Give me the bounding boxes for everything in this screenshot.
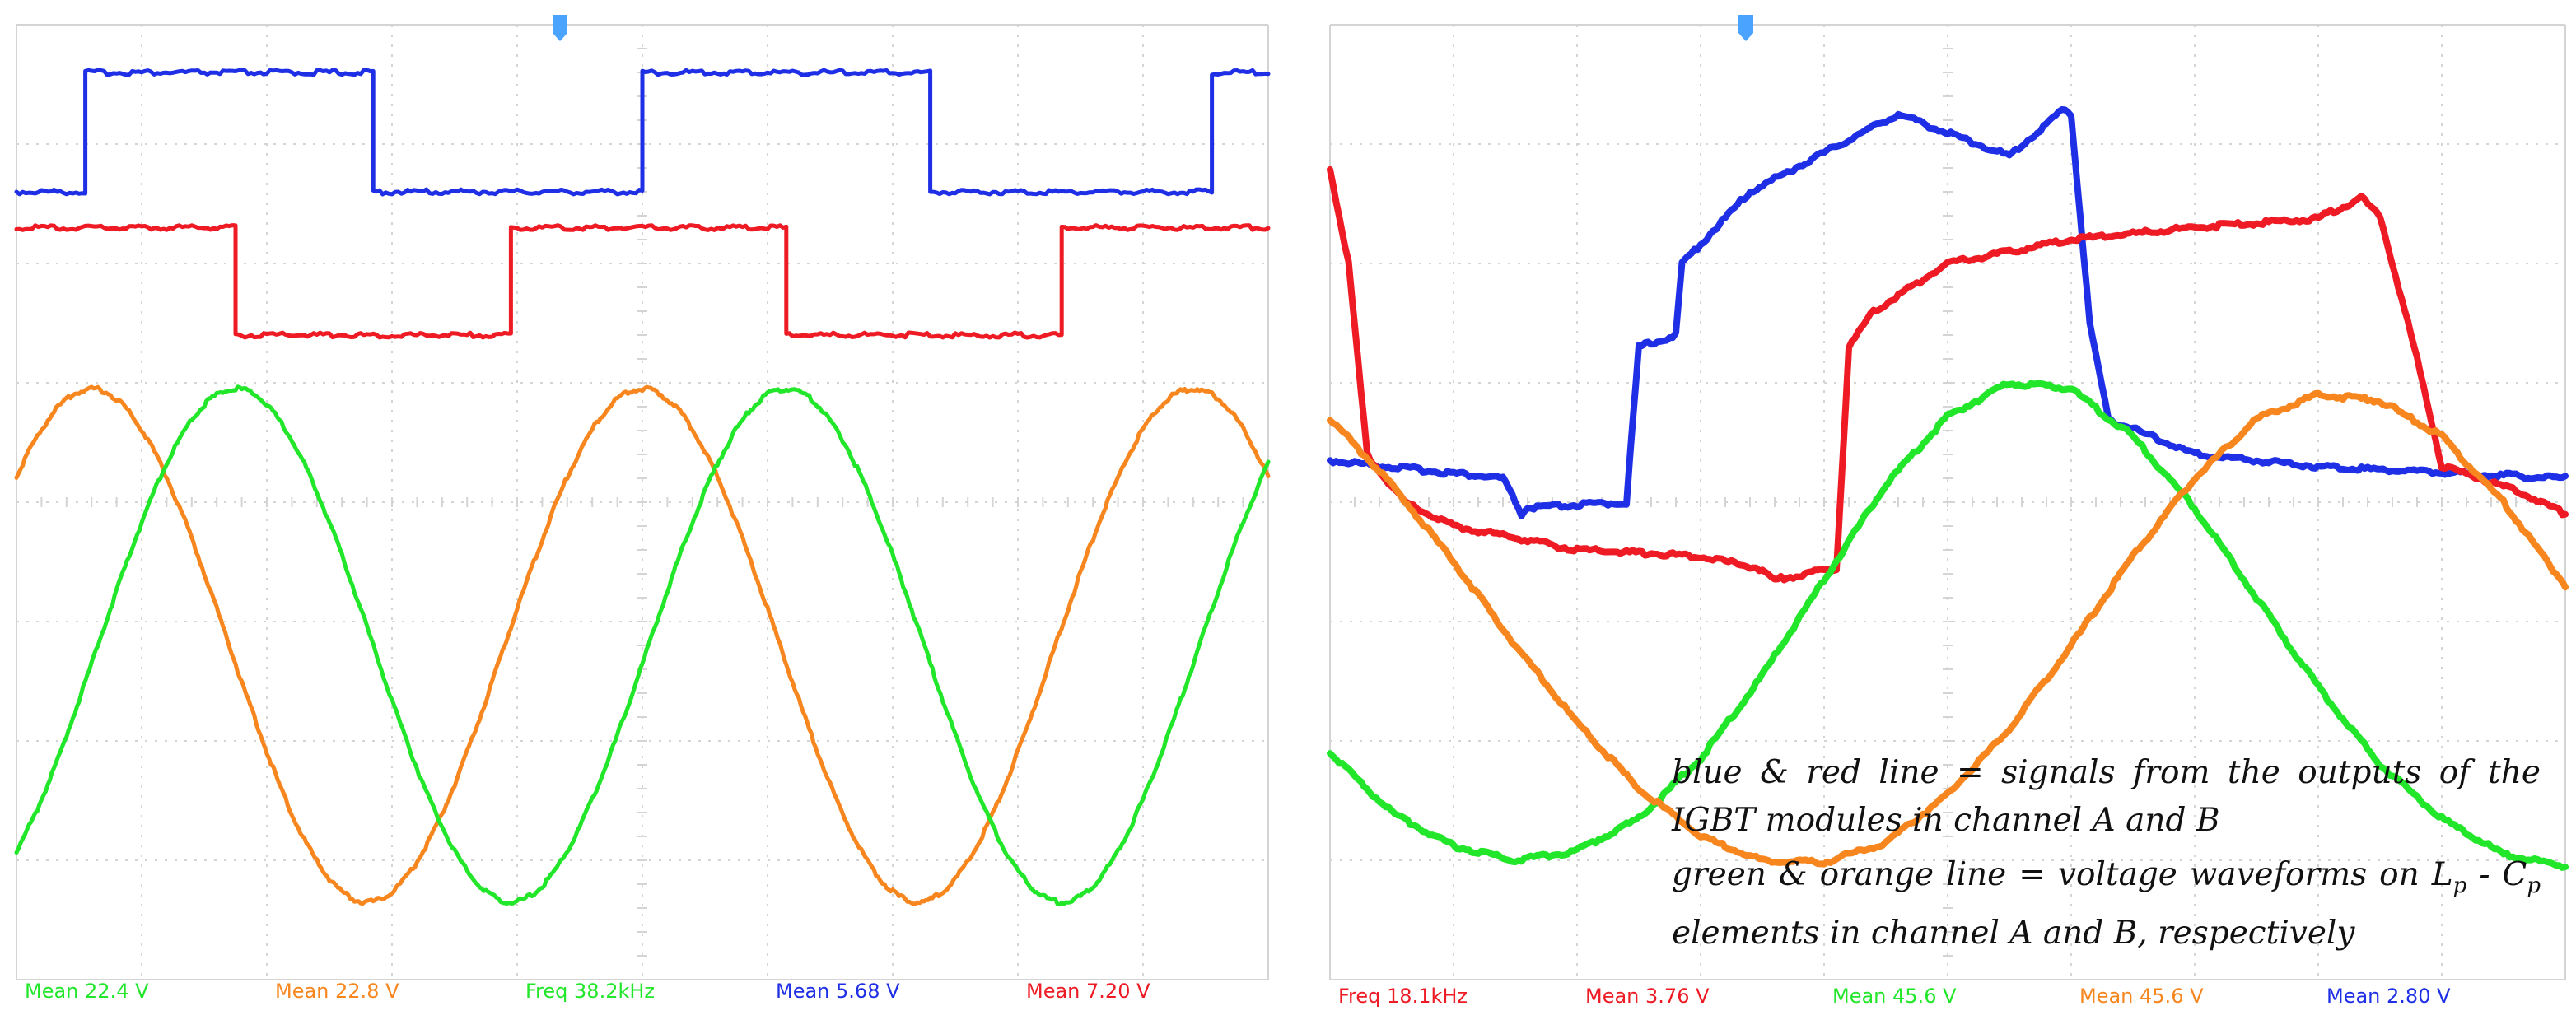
trace-blue	[1327, 106, 2569, 519]
trace-green	[14, 384, 1271, 907]
readout-orange: Mean 22.8 V	[275, 980, 399, 1003]
readout-orange: Mean 45.6 V	[2079, 985, 2204, 1008]
annotation-line-2-tail: elements in channel A and B, respectivel…	[1672, 914, 2355, 952]
trace-orange	[1327, 389, 2569, 868]
symbol-c: C	[2502, 856, 2527, 893]
annotation-line-1: blue & red line = signals from the outpu…	[1672, 754, 2541, 839]
readout-red: Mean 3.76 V	[1585, 985, 1710, 1008]
readout-blue: Mean 5.68 V	[776, 980, 900, 1003]
trace-orange	[14, 384, 1271, 906]
trace-red	[1327, 165, 2569, 584]
scope-panel-right: Freq 18.1kHz Mean 3.76 V Mean 45.6 V Mean 4…	[1318, 0, 2576, 1034]
trace-red	[14, 223, 1271, 340]
waveform-annotation: blue & red line = signals from the outpu…	[1672, 749, 2541, 964]
symbol-c-sub: p	[2527, 873, 2541, 898]
trace-green	[1327, 380, 2569, 871]
trigger-marker-icon	[553, 15, 567, 41]
readout-green: Freq 38.2kHz	[525, 980, 655, 1003]
trace-blue	[14, 68, 1271, 197]
annotation-line-2: green & orange line = voltage waveforms …	[1672, 851, 2541, 957]
symbol-l: L	[2431, 856, 2453, 893]
oscilloscope-plot-left: Mean 22.4 V Mean 22.8 V Freq 38.2kHz Mean 5…	[14, 15, 1271, 1003]
readout-blue: Mean 2.80 V	[2326, 985, 2451, 1008]
readout-green: Mean 45.6 V	[1832, 985, 1957, 1008]
readout-red: Mean 7.20 V	[1026, 980, 1150, 1003]
trigger-marker-icon	[1738, 15, 1753, 41]
symbol-l-sub: p	[2452, 873, 2467, 898]
readout-red: Freq 18.1kHz	[1338, 985, 1468, 1008]
readout-green: Mean 22.4 V	[25, 980, 149, 1003]
symbol-dash: -	[2466, 856, 2503, 893]
scope-panel-left: Mean 22.4 V Mean 22.8 V Freq 38.2kHz Mean 5…	[0, 0, 1285, 1034]
annotation-line-2-lead: green & orange line = voltage waveforms …	[1672, 856, 2420, 893]
oscilloscope-plot-right: Freq 18.1kHz Mean 3.76 V Mean 45.6 V Mean 4…	[1327, 15, 2569, 1008]
